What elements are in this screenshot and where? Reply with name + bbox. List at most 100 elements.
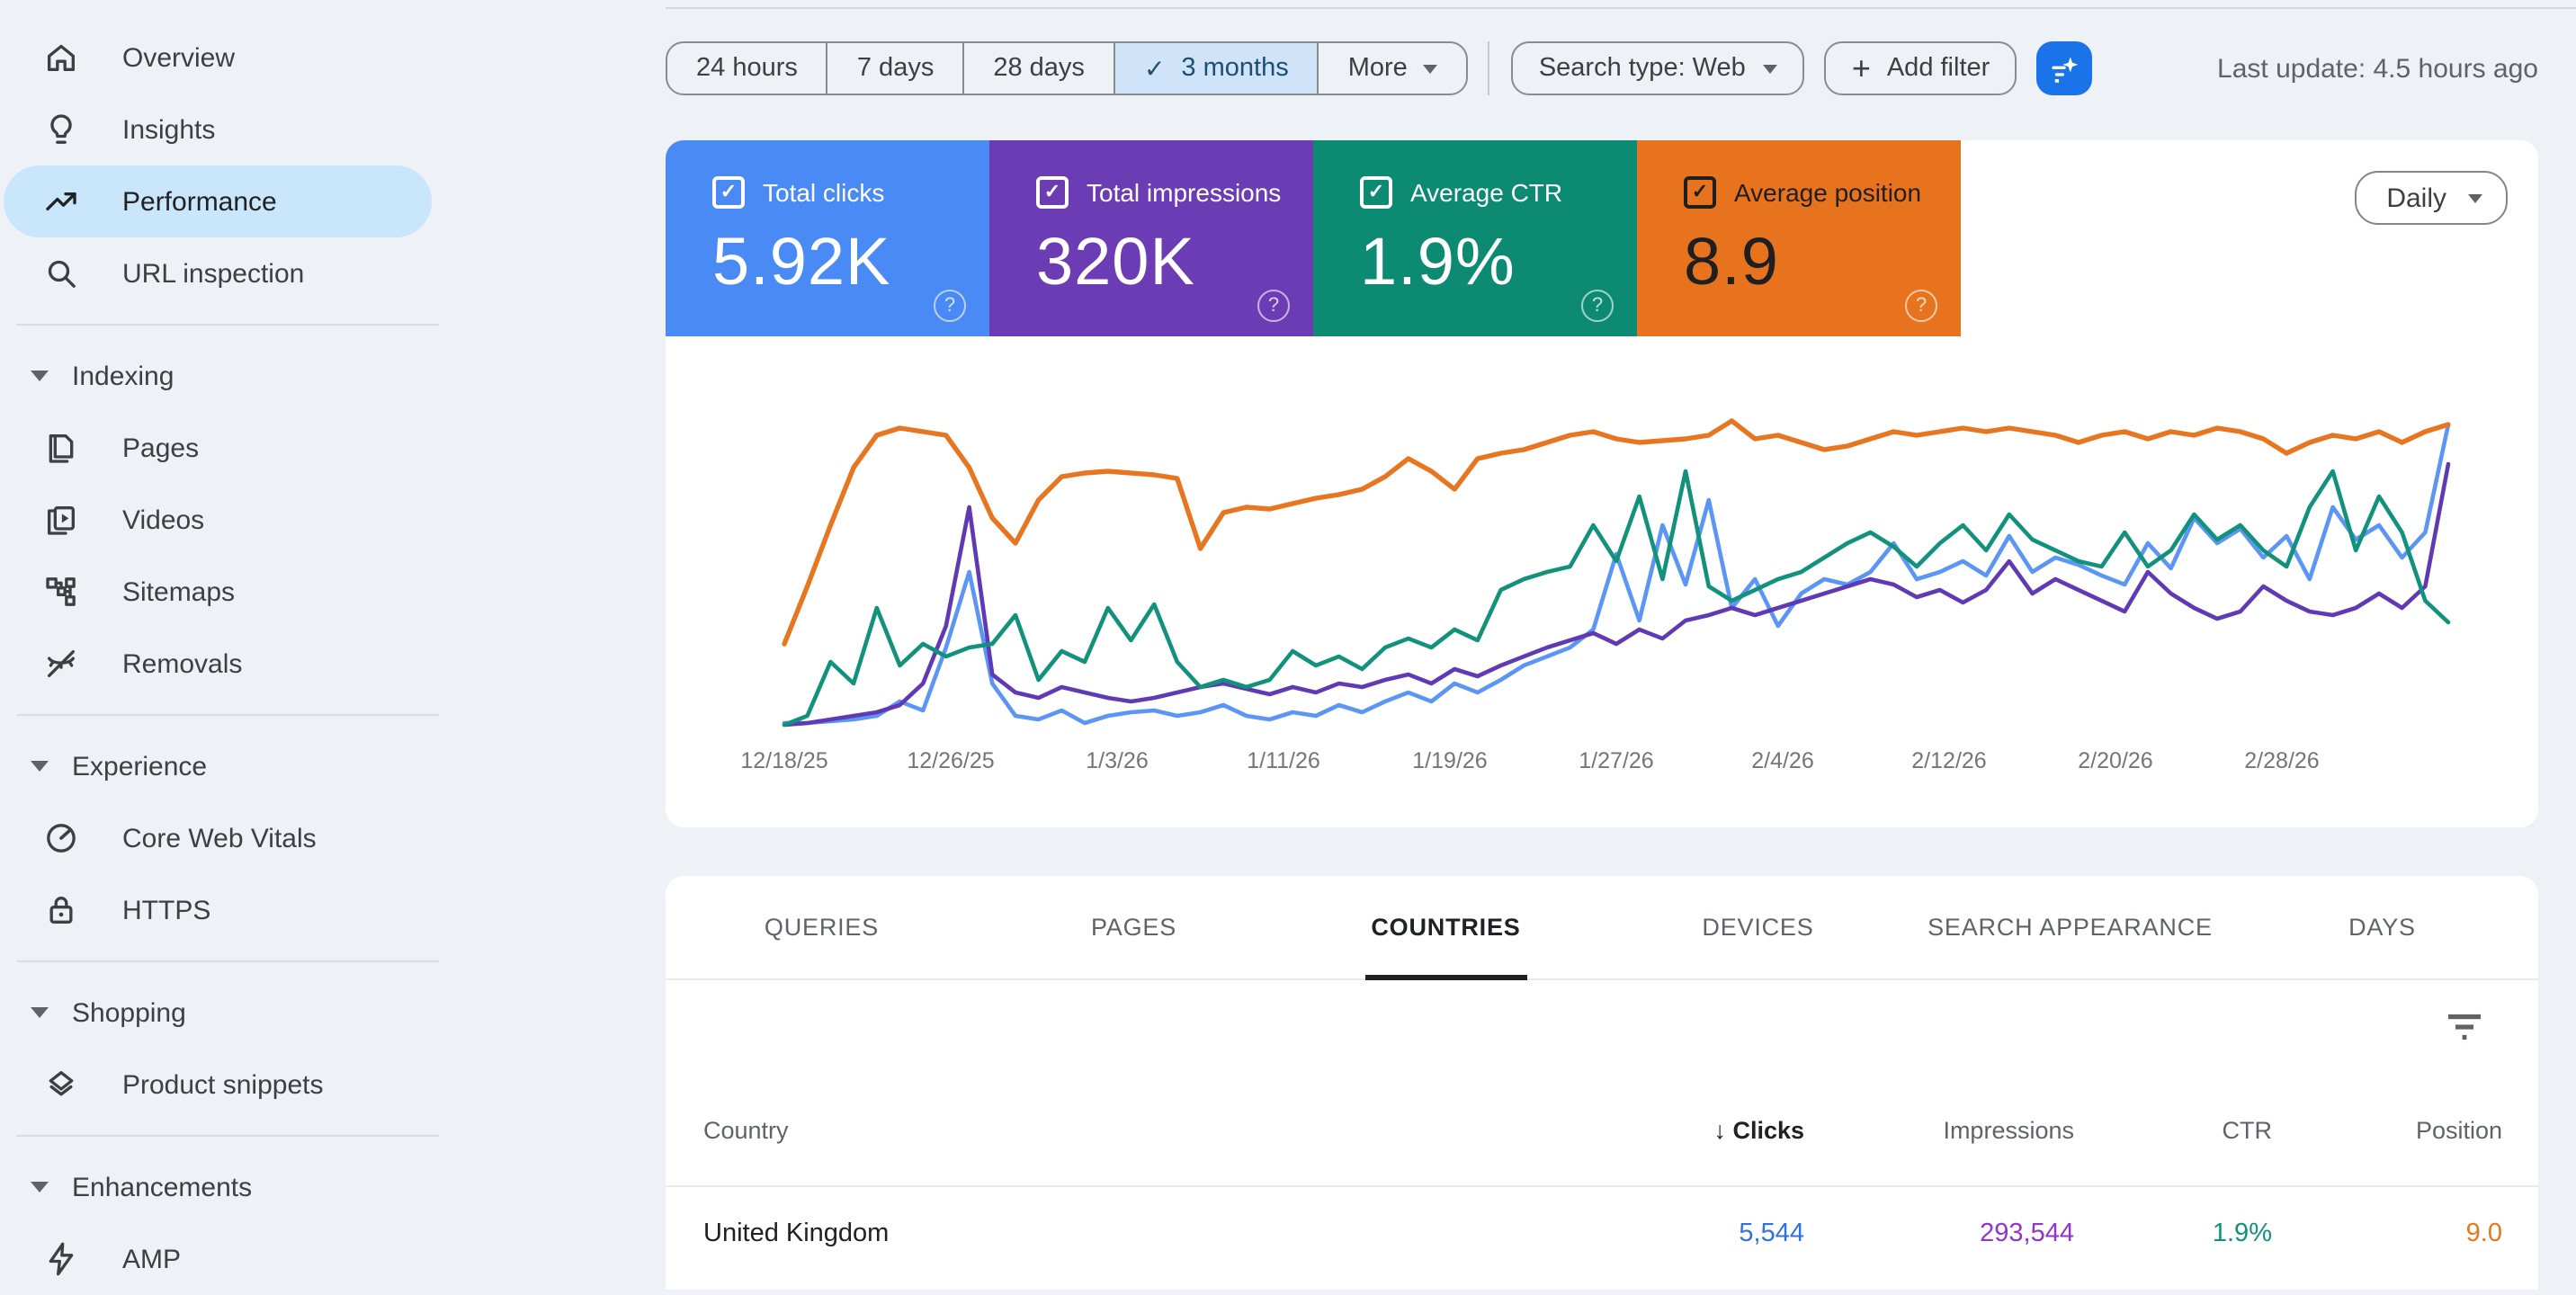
column-header-ctr[interactable]: CTR bbox=[2222, 1116, 2273, 1143]
bolt-icon bbox=[43, 1241, 79, 1277]
metric-label: Average CTR bbox=[1410, 178, 1563, 207]
main-content: 24 hours 7 days 28 days ✓ 3 months More Searc… bbox=[666, 0, 2576, 1290]
help-icon[interactable]: ? bbox=[1905, 290, 1937, 322]
clicks-cell: 5,544 bbox=[1739, 1219, 1804, 1248]
plus-icon: + bbox=[1851, 49, 1871, 85]
column-header-impressions[interactable]: Impressions bbox=[1943, 1116, 2074, 1143]
more-label: More bbox=[1347, 54, 1408, 83]
sidebar-section-experience[interactable]: Experience bbox=[0, 730, 461, 802]
sidebar-item-label: HTTPS bbox=[122, 895, 211, 925]
x-axis-label: 2/20/26 bbox=[2078, 748, 2153, 773]
country-cell: United Kingdom bbox=[703, 1219, 890, 1248]
checkbox-checked-icon[interactable]: ✓ bbox=[1360, 176, 1392, 209]
filters-button[interactable] bbox=[2036, 41, 2093, 95]
x-axis-labels: 12/18/25 12/26/25 1/3/26 1/11/26 1/19/26 1/27… bbox=[740, 748, 2448, 781]
sidebar-item-label: Performance bbox=[122, 186, 277, 217]
ctr-cell: 1.9% bbox=[2212, 1219, 2272, 1248]
sidebar-item-core-web-vitals[interactable]: Core Web Vitals bbox=[4, 802, 432, 874]
chevron-down-icon bbox=[1423, 64, 1438, 73]
sidebar-item-label: Videos bbox=[122, 505, 205, 535]
series-line-total-clicks bbox=[782, 422, 2451, 726]
metric-card-average-ctr[interactable]: ✓ Average CTR 1.9%? bbox=[1313, 140, 1637, 336]
table-body: United Kingdom 5,544 293,544 1.9% 9.0 bbox=[666, 1187, 2538, 1281]
tab-countries[interactable]: COUNTRIES bbox=[1290, 876, 1602, 978]
layers-icon bbox=[43, 1067, 79, 1103]
x-axis-label: 1/11/26 bbox=[1247, 748, 1320, 773]
help-icon[interactable]: ? bbox=[934, 290, 966, 322]
sidebar-divider bbox=[16, 1135, 439, 1137]
granularity-dropdown[interactable]: Daily bbox=[2354, 171, 2508, 225]
checkbox-checked-icon[interactable]: ✓ bbox=[1036, 176, 1069, 209]
sidebar-item-label: Overview bbox=[122, 42, 236, 73]
help-icon[interactable]: ? bbox=[1581, 290, 1614, 322]
sidebar-item-insights[interactable]: Insights bbox=[4, 94, 432, 165]
chart-card: ✓ Total clicks 5.92K? ✓ Total impressions 320… bbox=[666, 140, 2538, 827]
sidebar-item-label: Product snippets bbox=[122, 1069, 324, 1100]
sidebar-item-amp[interactable]: AMP bbox=[4, 1223, 432, 1295]
x-axis-label: 2/4/26 bbox=[1751, 748, 1814, 773]
caret-down-icon bbox=[27, 1182, 52, 1192]
tab-search-appearance[interactable]: SEARCH APPEARANCE bbox=[1928, 914, 2213, 941]
help-icon[interactable]: ? bbox=[1257, 290, 1290, 322]
performance-chart bbox=[782, 414, 2451, 728]
date-range-label: 28 days bbox=[993, 54, 1085, 83]
sidebar-section-indexing[interactable]: Indexing bbox=[0, 340, 461, 412]
date-range-24-hours[interactable]: 24 hours bbox=[667, 43, 828, 94]
column-header-position[interactable]: Position bbox=[2415, 1116, 2502, 1143]
impressions-cell: 293,544 bbox=[1980, 1219, 2074, 1248]
x-axis-label: 1/19/26 bbox=[1412, 748, 1488, 773]
more-date-ranges-button[interactable]: More bbox=[1319, 43, 1467, 94]
sidebar-section-label: Experience bbox=[72, 751, 208, 781]
sidebar-section-shopping[interactable]: Shopping bbox=[0, 977, 461, 1049]
date-range-3-months[interactable]: ✓ 3 months bbox=[1114, 43, 1319, 94]
sidebar-item-overview[interactable]: Overview bbox=[4, 22, 432, 94]
sidebar-section-label: Enhancements bbox=[72, 1172, 253, 1202]
table-toolbar bbox=[666, 980, 2538, 1074]
column-header-country[interactable]: Country bbox=[703, 1116, 789, 1143]
filter-sparkle-icon bbox=[2052, 56, 2079, 82]
add-filter-label: Add filter bbox=[1886, 54, 1990, 83]
search-type-button[interactable]: Search type: Web bbox=[1511, 41, 1805, 95]
metric-card-total-clicks[interactable]: ✓ Total clicks 5.92K? bbox=[666, 140, 989, 336]
sidebar-item-performance[interactable]: Performance bbox=[4, 165, 432, 237]
date-range-28-days[interactable]: 28 days bbox=[964, 43, 1115, 94]
checkbox-checked-icon[interactable]: ✓ bbox=[712, 176, 745, 209]
metric-cards-row: ✓ Total clicks 5.92K? ✓ Total impressions 320… bbox=[666, 140, 1961, 336]
sidebar-item-videos[interactable]: Videos bbox=[4, 484, 432, 556]
series-line-average-position bbox=[782, 418, 2451, 647]
search-type-label: Search type: Web bbox=[1538, 54, 1746, 83]
top-divider bbox=[666, 7, 2576, 9]
sidebar-item-product-snippets[interactable]: Product snippets bbox=[4, 1049, 432, 1121]
sidebar-item-removals[interactable]: Removals bbox=[4, 628, 432, 700]
sidebar-section-enhancements[interactable]: Enhancements bbox=[0, 1151, 461, 1223]
sidebar-item-label: Pages bbox=[122, 433, 200, 463]
sidebar-item-url-inspection[interactable]: URL inspection bbox=[4, 237, 432, 309]
add-filter-button[interactable]: + Add filter bbox=[1824, 41, 2017, 95]
table-row[interactable]: United Kingdom 5,544 293,544 1.9% 9.0 bbox=[666, 1187, 2538, 1281]
speedometer-icon bbox=[43, 820, 79, 856]
x-axis-label: 12/18/25 bbox=[740, 748, 828, 773]
sidebar-item-label: AMP bbox=[122, 1244, 182, 1274]
tab-devices[interactable]: DEVICES bbox=[1702, 914, 1814, 941]
checkbox-checked-icon[interactable]: ✓ bbox=[1684, 176, 1716, 209]
home-icon bbox=[43, 40, 79, 76]
sidebar: Overview Insights Performance URL inspectio… bbox=[0, 0, 461, 1276]
tab-pages[interactable]: PAGES bbox=[1090, 914, 1177, 941]
sidebar-section-label: Indexing bbox=[72, 361, 174, 391]
filter-funnel-icon[interactable] bbox=[2448, 1013, 2481, 1041]
column-header-clicks[interactable]: ↓ Clicks bbox=[1713, 1116, 1804, 1143]
date-range-7-days[interactable]: 7 days bbox=[828, 43, 965, 94]
sidebar-item-sitemaps[interactable]: Sitemaps bbox=[4, 556, 432, 628]
sitemap-icon bbox=[43, 574, 79, 610]
metric-card-total-impressions[interactable]: ✓ Total impressions 320K? bbox=[989, 140, 1313, 336]
sidebar-item-https[interactable]: HTTPS bbox=[4, 874, 432, 946]
tab-days[interactable]: DAYS bbox=[2348, 914, 2416, 941]
tab-queries[interactable]: QUERIES bbox=[764, 914, 880, 941]
lock-icon bbox=[43, 892, 79, 928]
metric-card-average-position[interactable]: ✓ Average position 8.9? bbox=[1637, 140, 1961, 336]
caret-down-icon bbox=[27, 1007, 52, 1018]
position-cell: 9.0 bbox=[2465, 1219, 2502, 1248]
last-update-text: Last update: 4.5 hours ago bbox=[2217, 53, 2538, 84]
sidebar-item-pages[interactable]: Pages bbox=[4, 412, 432, 484]
trending-up-icon bbox=[43, 183, 79, 219]
